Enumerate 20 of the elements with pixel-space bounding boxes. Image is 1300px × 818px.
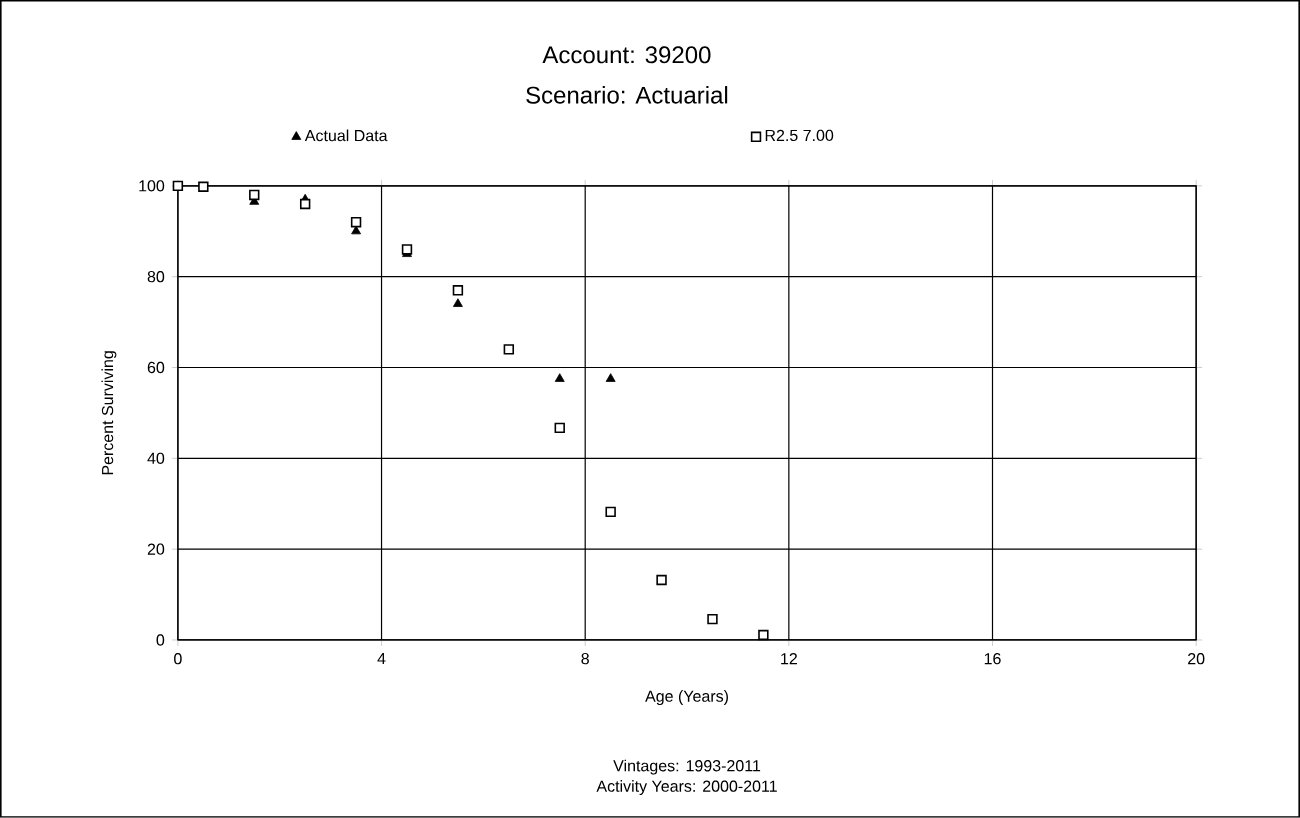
legend-label: R2.5 7.00 (765, 129, 834, 142)
y-tick-label: 40 (147, 452, 165, 465)
y-tick-label: 20 (147, 543, 165, 555)
x-tick-label: 8 (581, 653, 589, 665)
x-axis-title: Age (Years) (645, 690, 728, 706)
x-tick-label: 16 (984, 653, 1001, 665)
y-tick-label: 80 (147, 271, 165, 283)
chart-subtitle: Scenario: Actuarial (526, 86, 728, 104)
x-tick-label: 20 (1188, 653, 1205, 665)
x-tick-label: 12 (781, 653, 797, 665)
text: Vintages: 1993-2011 (613, 759, 761, 775)
text: Activity Years: 2000-2011 (596, 780, 777, 796)
y-tick-label: 60 (147, 361, 165, 374)
y-tick-label: 100 (139, 180, 165, 192)
x-tick-label: 4 (377, 653, 386, 665)
legend-label: Actual Data (304, 129, 388, 142)
chart-title: Account: 39200 (542, 46, 711, 64)
x-tick-label: 0 (174, 653, 182, 665)
y-axis-title: Percent Surviving (101, 351, 117, 475)
y-tick-label: 0 (156, 634, 165, 646)
